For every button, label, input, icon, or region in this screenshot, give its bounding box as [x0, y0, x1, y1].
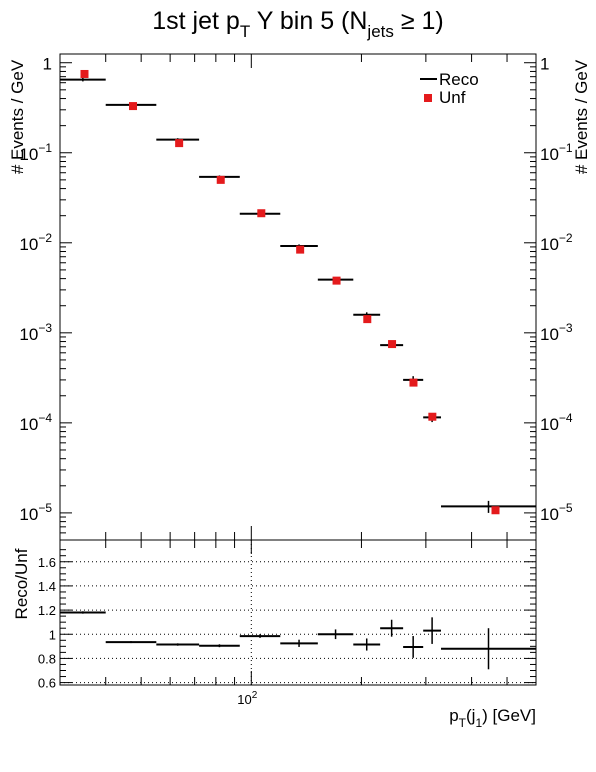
ratio-y-tick-label: 1.2	[38, 603, 56, 618]
y-tick-label-right: 10−4	[540, 411, 573, 434]
unf-point-1	[80, 69, 89, 78]
ratio-y-tick-label: 1	[49, 627, 56, 642]
x-tick-label: 102	[237, 690, 257, 707]
ratio-y-tick-label: 1.4	[38, 579, 56, 594]
unf-point-5	[257, 209, 266, 218]
chart-title: 1st jet pT Y bin 5 (Njets ≥ 1)	[152, 7, 443, 41]
y-tick-label-right: 10−1	[540, 141, 573, 164]
legend-reco-label: Reco	[439, 70, 479, 89]
y-tick-label-left: 10−5	[19, 501, 52, 524]
y-tick-label-right: 10−5	[540, 501, 573, 524]
unf-point-8	[363, 315, 372, 324]
y-tick-label-right: 10−3	[540, 321, 573, 344]
x-axis-label: pT(j1) [GeV]	[449, 706, 536, 730]
ratio-y-tick-label: 0.6	[38, 676, 56, 691]
ratio-y-axis-label: Reco/Unf	[12, 548, 31, 619]
y-tick-label-left: 1	[43, 55, 52, 74]
y-tick-label-right: 1	[540, 55, 549, 74]
unf-point-2	[129, 102, 138, 111]
top-panel: 1 1 10−1 10−1 10−2 10−2 10−3 10−3 10−4 10−4 10−5 10…	[8, 53, 591, 541]
unf-point-4	[216, 175, 225, 184]
unf-point-3	[175, 139, 184, 148]
y-tick-label-left: 10−3	[19, 321, 52, 344]
y-tick-label-left: 10−2	[19, 231, 52, 254]
legend: Reco Unf	[420, 70, 479, 107]
y-axis-label-left: # Events / GeV	[8, 59, 27, 174]
y-tick-label-right: 10−2	[540, 231, 573, 254]
y-tick-label-left: 10−1	[19, 141, 52, 164]
bottom-ticks: 0.6 0.8 1 1.2 1.4 1.6 102	[38, 540, 537, 707]
legend-unf-marker	[424, 94, 432, 102]
ratio-y-tick-label: 0.8	[38, 651, 56, 666]
top-ticks: 1 1 10−1 10−1 10−2 10−2 10−3 10−3 10−4 10−4 10−5 10…	[19, 54, 573, 540]
bottom-data	[60, 611, 536, 670]
unf-point-7	[332, 276, 341, 285]
bottom-grid	[60, 540, 536, 685]
unf-point-9	[388, 340, 397, 349]
y-tick-label-left: 10−4	[19, 411, 52, 434]
bottom-panel: 0.6 0.8 1 1.2 1.4 1.6 102 Reco/Unf pT(j1) [GeV…	[12, 539, 537, 730]
top-data	[60, 69, 536, 515]
unf-point-10	[409, 378, 418, 387]
unf-point-11	[428, 412, 437, 421]
legend-unf-label: Unf	[439, 88, 466, 107]
ratio-y-tick-label: 1.6	[38, 555, 56, 570]
unf-point-12	[491, 506, 500, 515]
y-axis-label-right: # Events / GeV	[572, 59, 591, 174]
unf-point-6	[296, 245, 305, 254]
